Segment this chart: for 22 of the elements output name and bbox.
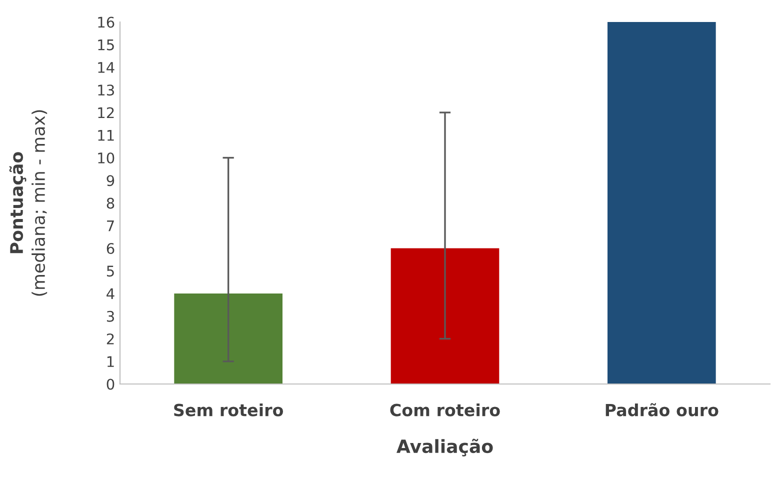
y-tick-label: 9 [106, 175, 114, 186]
y-tick-label: 12 [98, 107, 114, 118]
y-tick-label: 1 [107, 356, 114, 367]
y-axis-title: Pontuação (mediana; min - max) [9, 110, 48, 296]
y-tick-label: 2 [106, 333, 114, 344]
x-axis-title: Avaliação [396, 438, 493, 456]
y-tick-label: 10 [98, 152, 114, 164]
y-tick-label: 7 [107, 220, 114, 232]
y-tick-label: 3 [106, 310, 114, 322]
y-tick-label: 8 [106, 198, 114, 209]
y-tick-label: 11 [98, 130, 114, 141]
x-tick-label: Com roteiro [390, 403, 500, 416]
y-tick-label: 5 [106, 266, 114, 277]
y-tick-label: 14 [98, 62, 114, 73]
y-tick-label: 16 [98, 16, 114, 28]
y-tick-label: 0 [106, 378, 114, 390]
y-tick-label: 13 [98, 84, 114, 96]
x-tick-label: Sem roteiro [174, 403, 284, 416]
y-tick-label: 4 [106, 288, 114, 300]
y-tick-label: 15 [98, 40, 114, 50]
x-tick-label: Padrão ouro [606, 403, 718, 416]
y-tick-label: 6 [106, 242, 114, 254]
